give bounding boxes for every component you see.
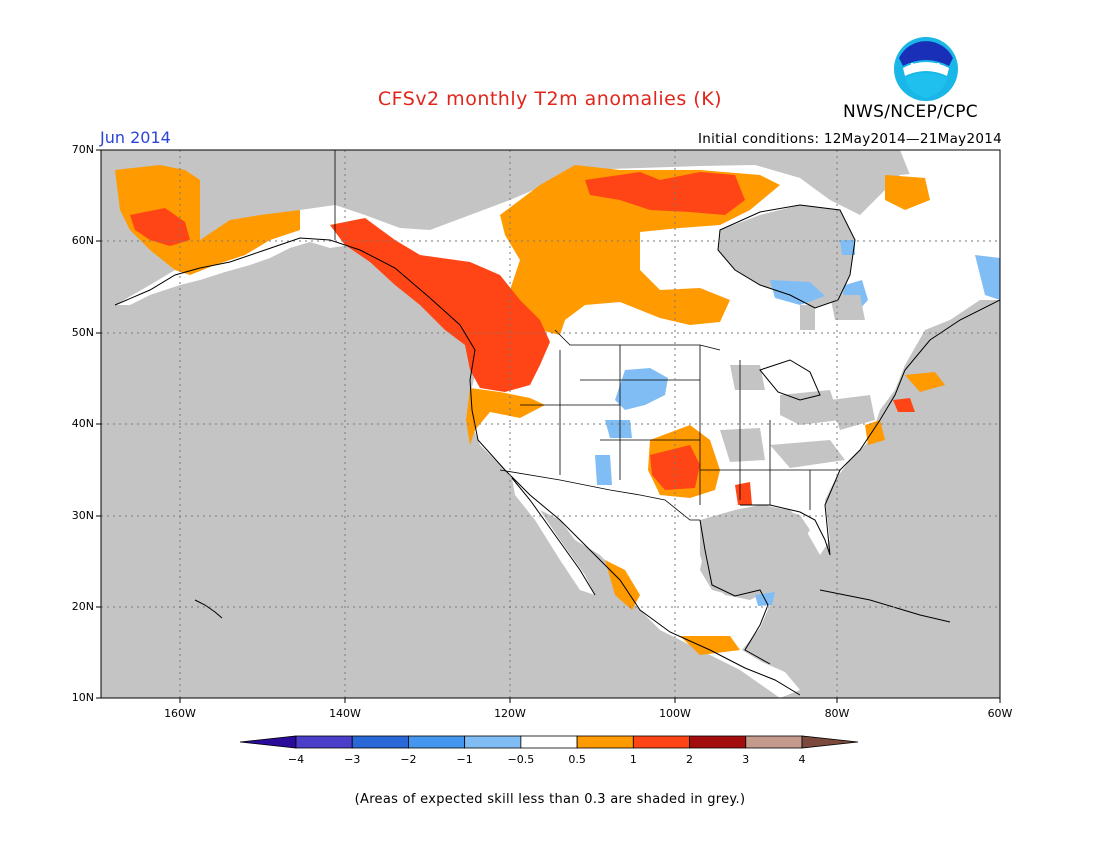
political-borders: [334, 150, 840, 521]
initial-conditions-label: Initial conditions: 12May2014—21May2014: [697, 131, 1002, 147]
low-skill-areas: [720, 172, 885, 660]
lat-label-50n: 50N: [71, 326, 94, 339]
lat-label-10n: 10N: [71, 691, 94, 704]
colorbar-tick-label: 1: [629, 753, 637, 766]
colorbar-tick-label: 4: [798, 753, 806, 766]
logo-text: NOAA: [910, 62, 942, 73]
lat-label-40n: 40N: [71, 417, 94, 430]
map-title: CFSv2 monthly T2m anomalies (K): [377, 88, 723, 110]
lat-label-20n: 20N: [71, 600, 94, 613]
forecast-month-label: Jun 2014: [100, 128, 171, 147]
colorbar-tick-label: 3: [742, 753, 750, 766]
water-gulf-of-mexico: [700, 505, 810, 600]
lon-label-60w: 60W: [987, 707, 1013, 720]
map-content: [114, 150, 1000, 698]
water-hudson-bay: [718, 205, 855, 308]
land-baja: [512, 478, 595, 595]
colorbar-tick-label: −3: [344, 753, 361, 766]
land-greenland: [900, 150, 1000, 210]
colorbar-tick-label: 2: [686, 753, 694, 766]
lat-label-60n: 60N: [71, 234, 94, 247]
colorbar-tick-label: −2: [400, 753, 417, 766]
agency-label: NWS/NCEP/CPC: [843, 102, 978, 122]
lat-label-30n: 30N: [71, 509, 94, 522]
coastline: [114, 204, 1000, 696]
lon-label-120w: 120W: [494, 707, 526, 720]
lat-label-70n: 70N: [71, 143, 94, 156]
lon-label-140w: 140W: [329, 707, 361, 720]
lon-label-160w: 160W: [164, 707, 196, 720]
lon-label-80w: 80W: [824, 707, 850, 720]
skill-footnote: (Areas of expected skill less than 0.3 a…: [354, 792, 746, 807]
colorbar-tick-label: −4: [287, 753, 305, 766]
colorbar-tick-label: −0.5: [507, 753, 535, 766]
colorbar-tick-label: 0.5: [568, 753, 586, 766]
noaa-logo-icon: NOAA: [894, 37, 958, 101]
gridlines: [101, 150, 1000, 698]
axis-ticks: [96, 149, 1001, 703]
lon-label-100w: 100W: [659, 707, 691, 720]
colorbar-tick-label: −1: [456, 753, 473, 766]
warm-anomaly-areas: [115, 165, 945, 655]
